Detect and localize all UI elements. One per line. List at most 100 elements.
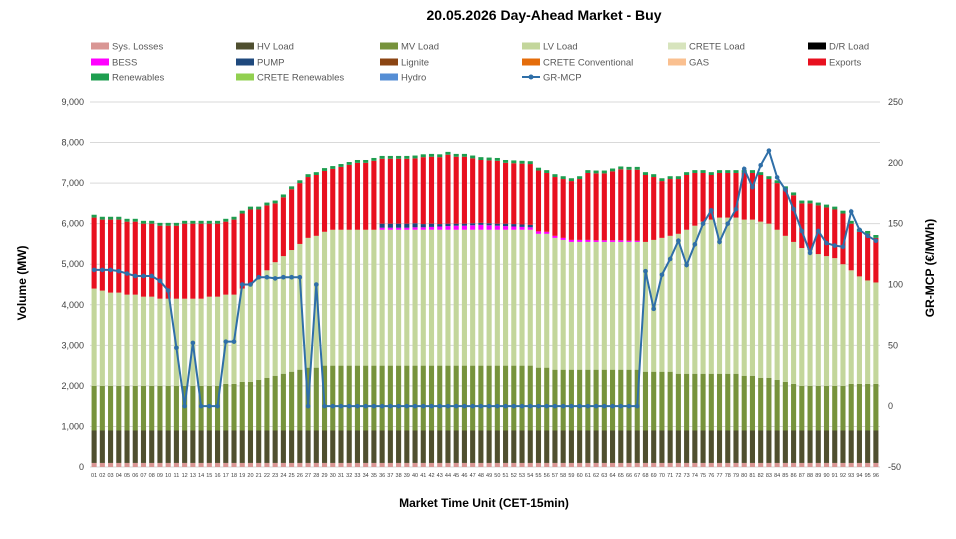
mcp-point: [585, 403, 591, 409]
bar-segment-hv-load: [330, 430, 336, 463]
bar-segment-sys-losses: [626, 462, 632, 467]
bar-segment-hv-load: [256, 430, 262, 463]
mcp-point: [758, 162, 763, 168]
bar-segment-renewables: [182, 220, 188, 224]
y2-tick-label: 150: [888, 219, 903, 229]
bar-segment-lv-load: [206, 296, 212, 386]
bar-segment-renewables: [823, 204, 830, 208]
x-tick-label: 92: [840, 473, 846, 479]
bar-segment-hv-load: [782, 430, 788, 463]
mcp-point: [536, 403, 541, 409]
bar-segment-mv-load: [247, 381, 254, 431]
x-tick-label: 41: [420, 473, 426, 479]
legend-item-mv-load: MV Load: [380, 42, 439, 53]
mcp-point: [733, 206, 739, 212]
bar-segment-lv-load: [387, 229, 393, 366]
bar-segment-renewables: [601, 170, 607, 174]
bar-segment-mv-load: [568, 369, 574, 431]
x-tick-label: 64: [609, 473, 615, 479]
bar-segment-lv-load: [91, 288, 97, 386]
bar-segment-hv-load: [223, 430, 229, 463]
bar-segment-renewables: [552, 174, 558, 178]
bar-segment-hv-load: [832, 430, 838, 463]
legend-swatch: [668, 42, 686, 50]
bar-segment-renewables: [461, 153, 467, 157]
mcp-point: [634, 403, 640, 409]
bar-segment-renewables: [610, 168, 616, 172]
bar-segment-mv-load: [313, 367, 319, 431]
bar-segment-renewables: [396, 155, 402, 159]
bar-segment-pump: [428, 223, 435, 227]
bar-segment-hv-load: [124, 430, 130, 463]
bar-segment-hv-load: [544, 430, 550, 463]
bar-segment-renewables: [132, 218, 138, 222]
bar-segment-mv-load: [478, 365, 484, 431]
x-tick-label: 44: [445, 473, 451, 479]
mcp-point: [741, 166, 747, 172]
bar-segment-exports: [749, 172, 755, 220]
bar-segment-mv-load: [675, 373, 681, 431]
x-tick-label: 19: [239, 473, 245, 479]
bar-segment-pump: [453, 223, 459, 226]
bar-segment-pump: [404, 223, 410, 228]
bar-segment-mv-load: [264, 377, 270, 431]
bar-segment-lv-load: [848, 270, 854, 384]
bar-segment-renewables: [585, 170, 591, 173]
mcp-point: [857, 227, 862, 233]
bar-segment-renewables: [272, 200, 278, 204]
bar-segment-pump: [387, 223, 393, 228]
bar-segment-lv-load: [453, 229, 459, 366]
bar-segment-lv-load: [338, 229, 344, 366]
legend-item-lv-load: LV Load: [522, 42, 578, 53]
bar-segment-mv-load: [535, 367, 542, 431]
bar-segment-mv-load: [272, 375, 278, 431]
y-tick-label: 9,000: [61, 97, 84, 107]
bar-segment-renewables: [535, 167, 542, 171]
bar-segment-exports: [675, 179, 681, 234]
bar-segment-sys-losses: [634, 462, 640, 467]
x-tick-label: 82: [758, 473, 764, 479]
mcp-point: [692, 242, 698, 247]
bar-segment-hv-load: [675, 430, 681, 463]
bar-segment-hv-load: [667, 430, 673, 463]
mcp-point: [848, 209, 854, 214]
mcp-point: [824, 240, 829, 246]
bar-segment-sys-losses: [149, 462, 155, 467]
bar-segment-mv-load: [140, 385, 147, 431]
gridlines: [90, 101, 880, 468]
bar-segment-exports: [379, 158, 385, 224]
bar-segment-mv-load: [445, 365, 451, 431]
bar-segment-sys-losses: [511, 462, 517, 467]
x-tick-label: 48: [478, 473, 484, 479]
bar-segment-lv-load: [733, 217, 739, 374]
bar-segment-lv-load: [305, 237, 311, 368]
bar-segment-mv-load: [124, 385, 130, 431]
bar-segment-sys-losses: [338, 462, 344, 467]
bar-segment-sys-losses: [535, 462, 542, 467]
bar-segment-mv-load: [494, 365, 500, 431]
bar-segment-hv-load: [404, 430, 410, 463]
x-tick-label: 63: [601, 473, 607, 479]
bar-segment-sys-losses: [297, 462, 303, 467]
bar-segment-hv-load: [692, 430, 698, 463]
bar-segment-hv-load: [774, 430, 780, 463]
x-tick-label: 11: [174, 473, 180, 479]
bar-segment-mv-load: [239, 381, 245, 431]
mcp-point: [314, 282, 319, 287]
bar-segment-lv-load: [182, 298, 188, 386]
mcp-point: [873, 238, 879, 243]
bar-segment-hv-load: [535, 430, 542, 463]
bar-segment-renewables: [371, 157, 377, 161]
bar-segment-lv-load: [239, 288, 245, 382]
mcp-point: [725, 221, 731, 226]
bar-segment-mv-load: [256, 379, 262, 431]
mcp-point: [289, 274, 294, 280]
bar-segment-renewables: [511, 160, 517, 164]
bar-segment-exports: [321, 170, 328, 232]
bar-segment-lv-load: [642, 241, 649, 372]
x-tick-label: 55: [535, 473, 541, 479]
mcp-point: [815, 228, 821, 234]
bar-segment-renewables: [519, 160, 525, 164]
legend-line-marker: [528, 74, 534, 80]
legend-label: Exports: [829, 58, 861, 69]
